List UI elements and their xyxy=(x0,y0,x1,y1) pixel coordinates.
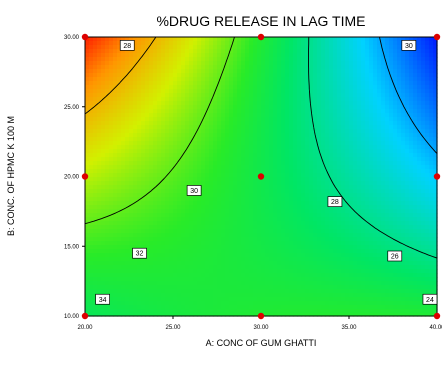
y-tick-label: 25.00 xyxy=(64,105,80,111)
contour-label: 32 xyxy=(132,247,147,259)
contour-label: 26 xyxy=(387,250,403,262)
design-point xyxy=(433,33,441,41)
contour-label: 34 xyxy=(95,293,110,305)
contour-label: 30 xyxy=(401,40,417,51)
contour-line-30 xyxy=(84,36,235,225)
y-tick-label: 15.00 xyxy=(64,244,80,250)
contour-line-26 xyxy=(379,36,438,154)
contour-label: 30 xyxy=(186,185,202,196)
x-axis-label: A: CONC OF GUM GHATTI xyxy=(206,338,317,348)
y-tick-label: 10.00 xyxy=(64,314,80,320)
x-tick-label: 40.00 xyxy=(429,325,442,331)
x-tick-label: 35.00 xyxy=(341,325,357,331)
chart-title: %DRUG RELEASE IN LAG TIME xyxy=(156,13,365,29)
design-point xyxy=(81,173,89,180)
contour-line-28 xyxy=(308,36,438,259)
x-tick-label: 25.00 xyxy=(165,325,181,331)
design-point xyxy=(81,312,89,320)
design-point xyxy=(257,173,265,180)
contour-label: 28 xyxy=(327,196,343,207)
x-tick-label: 20.00 xyxy=(77,325,93,331)
y-tick-label: 30.00 xyxy=(64,35,80,41)
design-point xyxy=(433,173,441,180)
y-axis-label: B: CONC. OF HPMC K 100 M xyxy=(6,116,16,236)
design-point xyxy=(257,33,265,41)
design-point xyxy=(433,312,441,320)
y-tick-label: 20.00 xyxy=(64,175,80,181)
x-tick-label: 30.00 xyxy=(253,325,269,331)
design-point xyxy=(257,312,265,320)
design-point xyxy=(81,33,89,41)
contour-label: 24 xyxy=(422,293,438,305)
contour-label: 28 xyxy=(119,40,135,51)
color-field xyxy=(85,37,438,317)
